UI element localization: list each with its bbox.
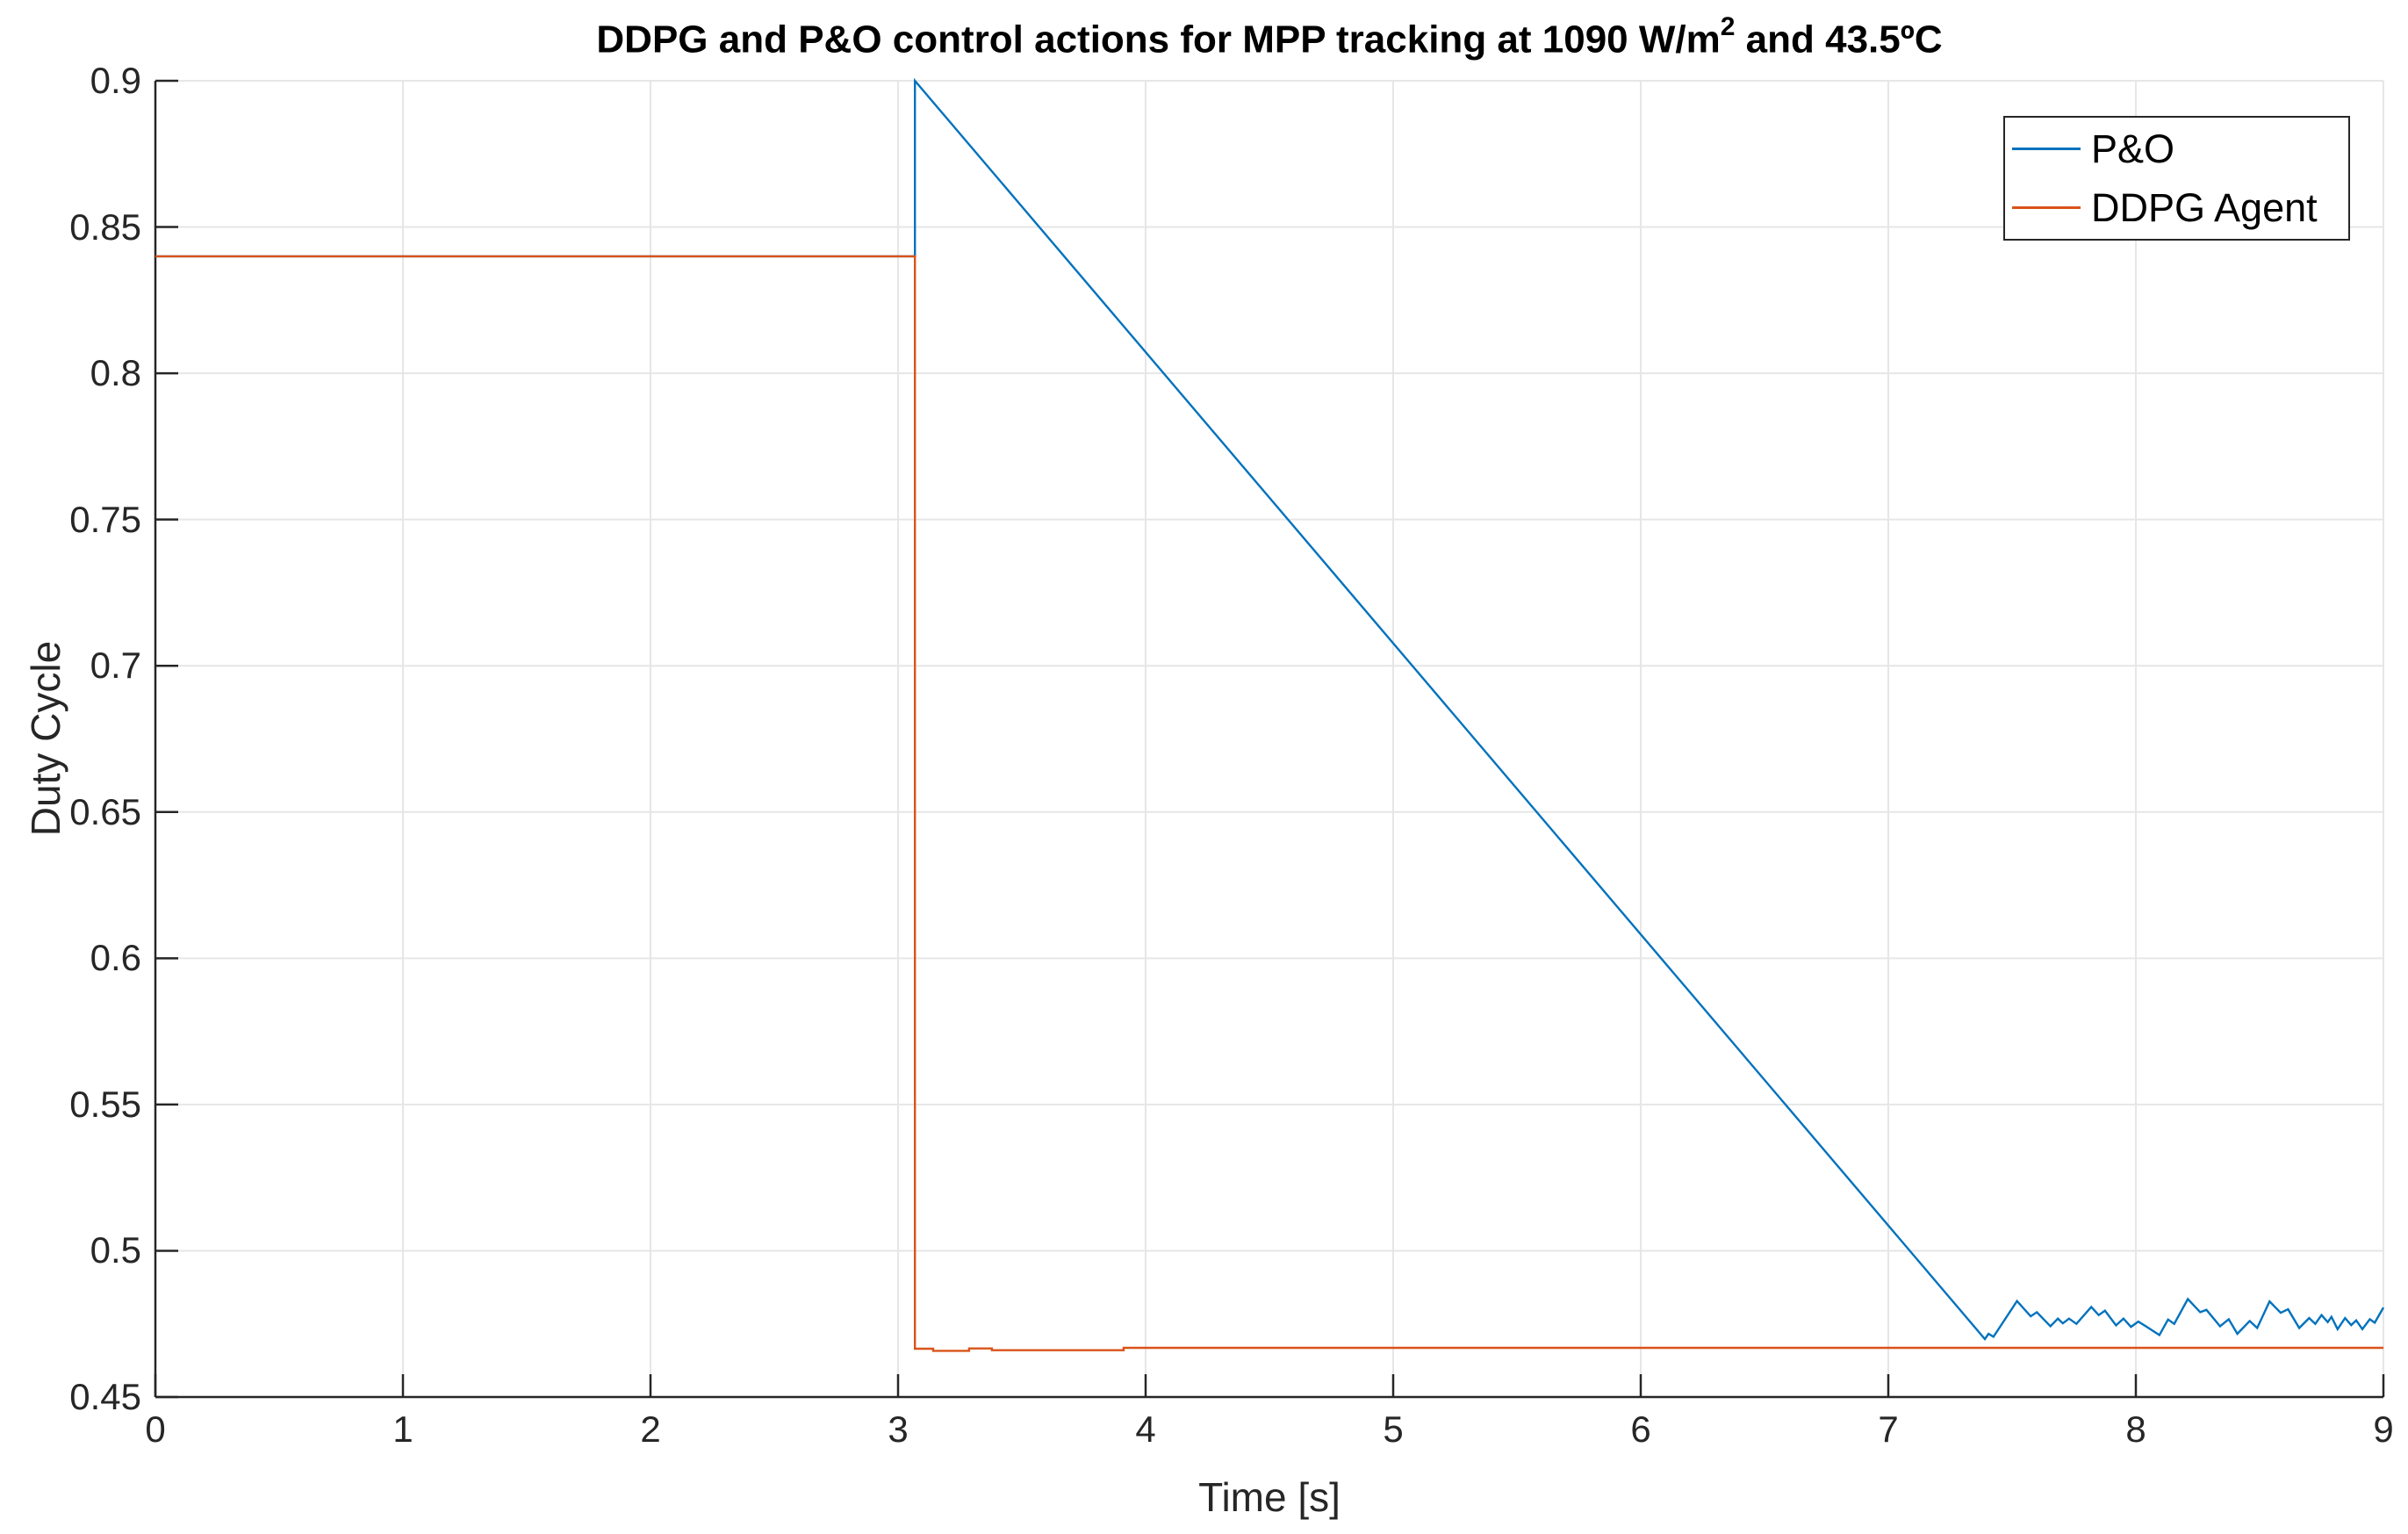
x-tick-label: 5 xyxy=(1383,1408,1404,1450)
y-tick-label: 0.55 xyxy=(69,1083,141,1125)
y-tick-label: 0.45 xyxy=(69,1376,141,1417)
x-tick-label: 9 xyxy=(2373,1408,2394,1450)
y-axis-label: Duty Cycle xyxy=(23,640,68,837)
y-tick-label: 0.6 xyxy=(90,937,141,979)
legend-entry-po: P&O xyxy=(2005,120,2348,176)
x-tick-label: 7 xyxy=(1878,1408,1899,1450)
x-tick-label: 2 xyxy=(640,1408,661,1450)
legend-entry-ddpg: DDPG Agent xyxy=(2005,180,2348,236)
chart-title-suffix: and 43.5ºC xyxy=(1735,18,1943,61)
po-line-swatch xyxy=(2012,147,2081,150)
y-tick-label: 0.75 xyxy=(69,498,141,540)
chart-title-superscript: 2 xyxy=(1720,12,1736,41)
legend-label-ddpg: DDPG Agent xyxy=(2091,185,2318,231)
x-axis-label: Time [s] xyxy=(1198,1474,1341,1520)
legend-label-po: P&O xyxy=(2091,126,2175,171)
x-tick-label: 1 xyxy=(392,1408,413,1450)
y-tick-label: 0.65 xyxy=(69,790,141,832)
y-tick-label: 0.5 xyxy=(90,1229,141,1271)
x-tick-label: 6 xyxy=(1630,1408,1651,1450)
y-tick-label: 0.7 xyxy=(90,645,141,687)
y-tick-label: 0.9 xyxy=(90,60,141,101)
y-tick-label: 0.8 xyxy=(90,352,141,394)
y-tick-label: 0.85 xyxy=(69,205,141,248)
x-tick-label: 8 xyxy=(2125,1408,2146,1450)
chart-title-text: DDPG and P&O control actions for MPP tra… xyxy=(596,18,1721,61)
chart-title: DDPG and P&O control actions for MPP tra… xyxy=(155,12,2383,62)
x-tick-label: 4 xyxy=(1135,1408,1156,1450)
series-line-p-o xyxy=(155,77,2385,1341)
series-line-ddpg-agent xyxy=(155,255,2383,1352)
legend: P&O DDPG Agent xyxy=(2003,116,2350,241)
x-tick-label: 0 xyxy=(145,1408,166,1450)
x-tick-label: 3 xyxy=(888,1408,909,1450)
ddpg-line-swatch xyxy=(2012,206,2081,210)
